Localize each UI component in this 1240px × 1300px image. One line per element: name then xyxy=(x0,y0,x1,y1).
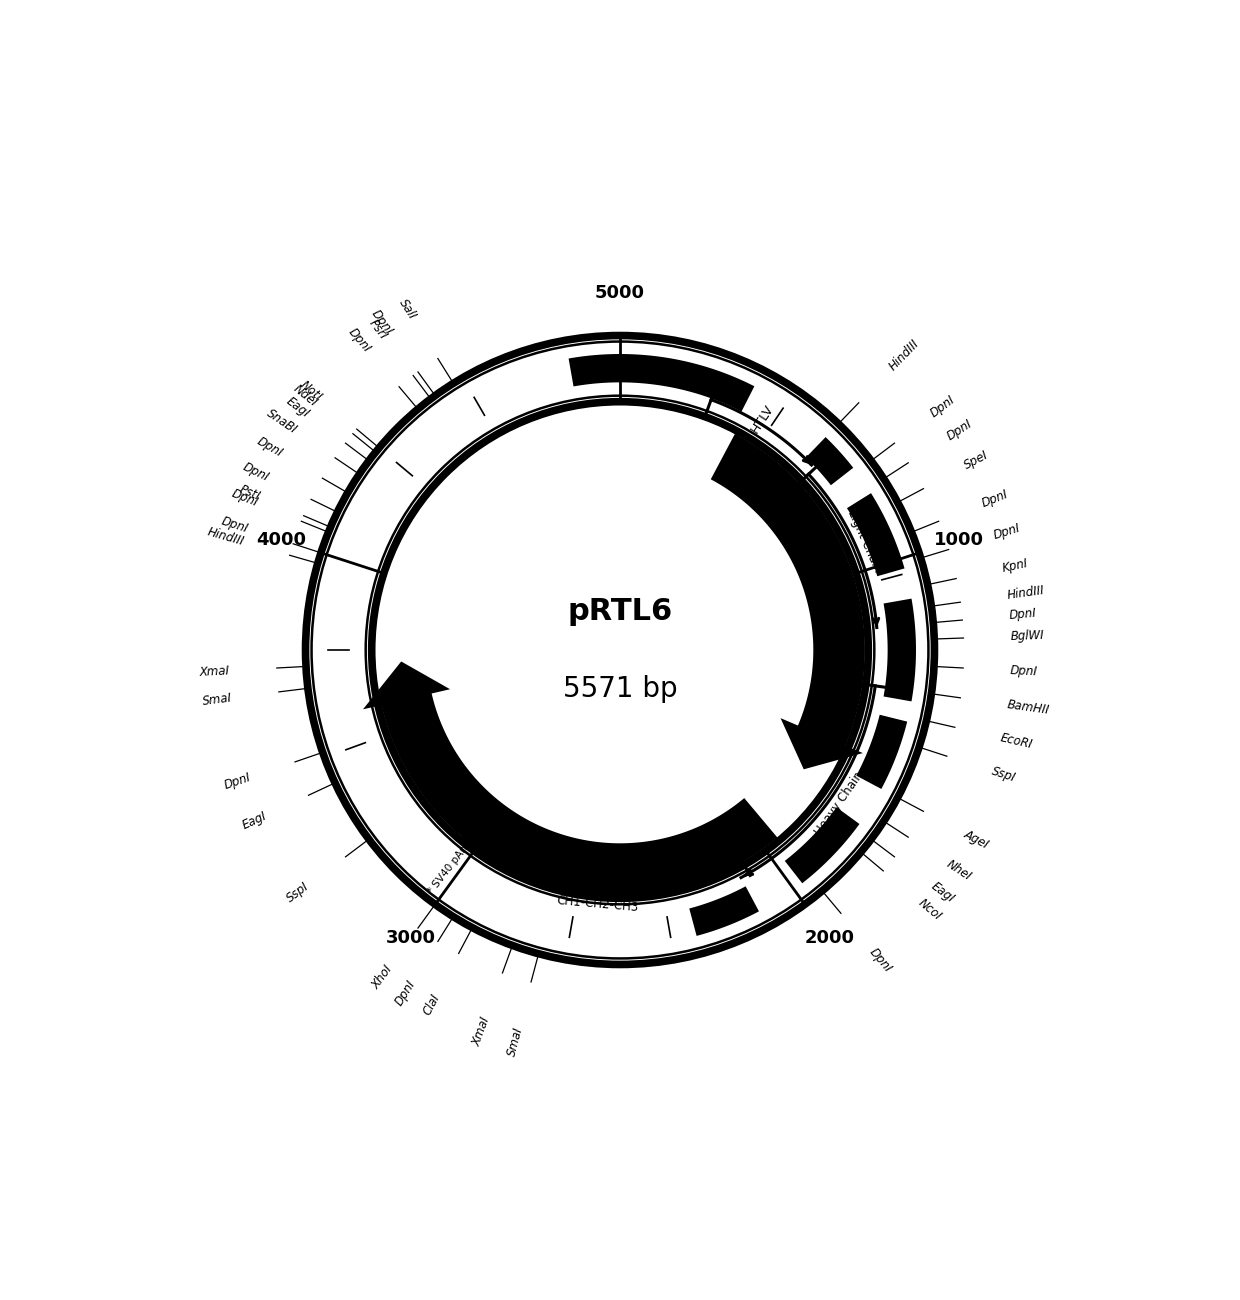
Text: NdeI: NdeI xyxy=(291,382,320,410)
Text: pRTL6: pRTL6 xyxy=(568,597,672,625)
Text: SmaI: SmaI xyxy=(505,1026,525,1058)
Text: 3000: 3000 xyxy=(386,930,435,948)
Polygon shape xyxy=(689,887,759,936)
Text: 4000: 4000 xyxy=(255,530,306,549)
Text: EcoRI: EcoRI xyxy=(999,732,1034,751)
Polygon shape xyxy=(884,598,916,702)
Text: NcoI: NcoI xyxy=(915,896,944,923)
Text: NheI: NheI xyxy=(945,858,975,883)
Text: DpnI: DpnI xyxy=(1009,607,1038,623)
Text: XmaI: XmaI xyxy=(470,1015,492,1048)
Text: PsrI: PsrI xyxy=(367,317,389,342)
Text: XmaI: XmaI xyxy=(200,664,229,679)
Polygon shape xyxy=(857,715,908,789)
Text: AgeI: AgeI xyxy=(962,828,992,852)
Text: Heavy Chain: Heavy Chain xyxy=(812,770,867,838)
Text: DpnI: DpnI xyxy=(368,308,396,338)
Text: DpnI: DpnI xyxy=(1011,664,1038,679)
Text: 2000: 2000 xyxy=(805,930,854,948)
Text: 5571 bp: 5571 bp xyxy=(563,675,677,703)
Polygon shape xyxy=(847,493,904,576)
Polygon shape xyxy=(785,807,859,883)
Polygon shape xyxy=(806,437,853,485)
Text: NotI: NotI xyxy=(298,378,325,404)
Text: SmaI: SmaI xyxy=(202,692,233,707)
Text: DpnI: DpnI xyxy=(254,436,285,460)
Text: SpeI: SpeI xyxy=(962,448,991,472)
Polygon shape xyxy=(569,354,754,412)
Text: DpnI: DpnI xyxy=(241,460,272,485)
Text: PstI: PstI xyxy=(238,482,263,503)
Text: DpnI: DpnI xyxy=(222,771,253,793)
Text: 5000: 5000 xyxy=(595,285,645,303)
Text: EagI: EagI xyxy=(239,810,268,832)
Text: * SV40 pAn *--: * SV40 pAn *-- xyxy=(427,831,480,896)
Text: KpnI: KpnI xyxy=(1001,556,1029,575)
Text: DpnI: DpnI xyxy=(867,945,894,975)
Text: HindIII: HindIII xyxy=(1006,584,1045,602)
Text: EagI: EagI xyxy=(929,880,956,906)
Text: DpnI: DpnI xyxy=(219,515,250,536)
Text: HTLV: HTLV xyxy=(748,403,776,436)
Text: BglWI: BglWI xyxy=(1011,629,1045,644)
Text: EagI: EagI xyxy=(284,394,311,420)
Text: SspI: SspI xyxy=(990,764,1017,785)
Text: DpnI: DpnI xyxy=(992,521,1022,542)
Text: XhoI: XhoI xyxy=(370,962,396,992)
Polygon shape xyxy=(711,434,864,770)
Text: SalI: SalI xyxy=(396,296,418,322)
Text: DpnI: DpnI xyxy=(945,417,975,442)
Text: HindIII: HindIII xyxy=(887,337,923,373)
Text: SspI: SspI xyxy=(284,880,311,905)
Text: HindIII: HindIII xyxy=(206,525,246,549)
Text: 1000: 1000 xyxy=(934,530,985,549)
Text: DpnI: DpnI xyxy=(393,978,418,1009)
Text: SnaBI: SnaBI xyxy=(264,407,300,437)
Wedge shape xyxy=(305,335,935,965)
Text: BamHII: BamHII xyxy=(1006,698,1050,716)
Polygon shape xyxy=(363,662,777,894)
Text: CH1-CH2-CH3: CH1-CH2-CH3 xyxy=(557,894,640,914)
Text: DpnI: DpnI xyxy=(980,488,1011,510)
Text: Light Chain: Light Chain xyxy=(846,507,884,575)
Text: DpnI: DpnI xyxy=(229,488,260,510)
Text: ClaI: ClaI xyxy=(420,992,443,1018)
Text: DpnI: DpnI xyxy=(346,325,373,355)
Text: DpnI: DpnI xyxy=(929,393,959,420)
